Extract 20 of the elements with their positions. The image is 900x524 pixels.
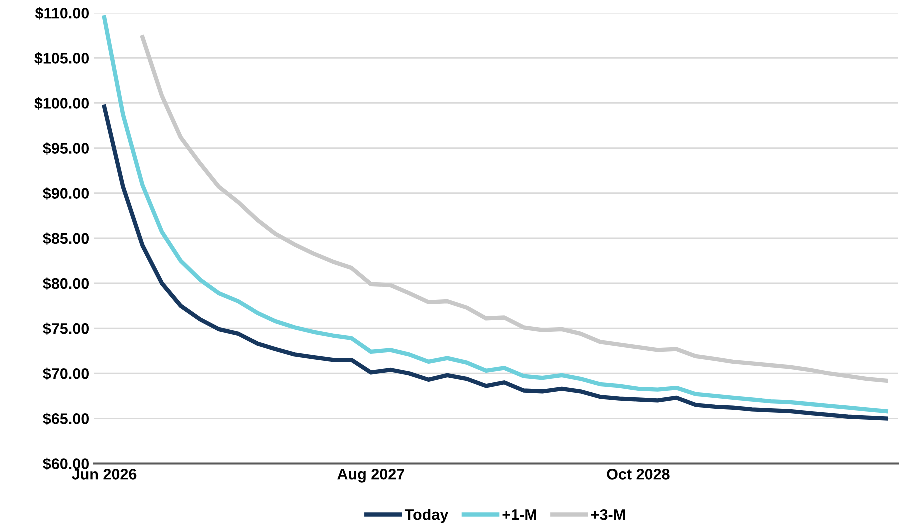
y-tick-label: $90.00 [43, 188, 90, 200]
y-tick-label: $65.00 [43, 412, 90, 426]
y-tick-label: $110.00 [35, 7, 90, 20]
line-series [140, 35, 888, 383]
x-tick-label: Aug 2027 [338, 468, 404, 483]
y-tick-label: $105.00 [34, 52, 90, 65]
line-series [102, 16, 888, 414]
legend-label: +1-M [502, 510, 536, 520]
y-tick-label: $100.00 [34, 97, 90, 110]
y-tick-label: $95.00 [43, 142, 90, 155]
x-tick-label: Oct 2028 [607, 469, 670, 480]
y-tick-label: $85.00 [43, 232, 90, 246]
y-tick-label: $60.00 [43, 458, 90, 470]
y-tick-label: $80.00 [43, 278, 90, 290]
line-series [102, 104, 888, 421]
x-tick-label: Jun 2026 [72, 469, 137, 480]
legend-label: Today [404, 509, 449, 524]
legend-label: +3-M [591, 509, 626, 520]
y-tick-label: $70.00 [43, 368, 90, 380]
y-tick-label: $75.00 [43, 322, 90, 336]
